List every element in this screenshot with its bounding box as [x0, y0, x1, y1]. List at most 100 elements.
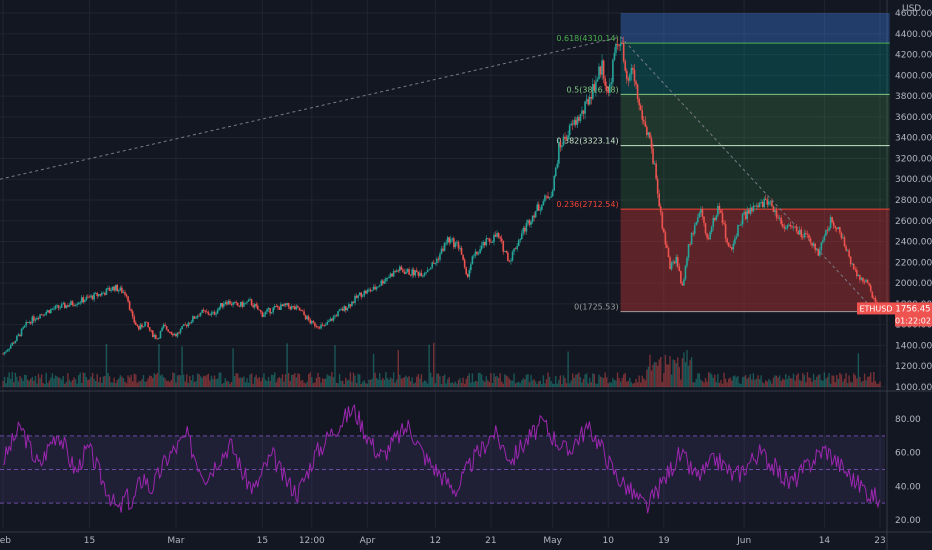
volume-bar [789, 378, 792, 387]
volume-bar [20, 378, 23, 387]
candle [434, 263, 437, 264]
volume-bar [176, 375, 179, 387]
volume-bar [419, 378, 421, 387]
volume-bar [504, 374, 506, 387]
price-tick-label: 3600.00 [895, 113, 932, 123]
volume-bar [607, 383, 609, 387]
candle [96, 292, 98, 297]
candle [610, 82, 613, 85]
price-tick-label: 4000.00 [895, 71, 932, 81]
volume-bar [252, 383, 254, 387]
volume-bar [601, 377, 603, 387]
candle [405, 271, 407, 274]
candle [516, 246, 518, 250]
candle [51, 308, 54, 310]
candle [9, 345, 12, 349]
candle [570, 123, 572, 126]
candle [341, 309, 344, 311]
candle [403, 271, 406, 274]
volume-bar [616, 372, 619, 387]
candle [378, 285, 381, 287]
candle [164, 324, 166, 327]
candle [729, 246, 732, 248]
candle [232, 302, 234, 305]
volume-bar [295, 377, 298, 387]
candle [459, 247, 461, 249]
volume-bar [641, 375, 643, 387]
volume-bar [519, 383, 521, 387]
candle [683, 279, 685, 286]
candle [565, 138, 568, 140]
candle [131, 311, 134, 317]
candle [573, 119, 576, 125]
candle [502, 241, 505, 252]
time-tick-label: Apr [360, 536, 376, 546]
volume-bar [496, 375, 498, 387]
volume-bar [405, 375, 407, 387]
volume-bar [604, 372, 606, 387]
candle [73, 305, 75, 306]
candle [62, 303, 65, 305]
volume-bar [223, 382, 225, 387]
candle [704, 223, 707, 234]
volume-bar [431, 377, 433, 387]
candle [706, 233, 708, 238]
volume-bar [289, 380, 291, 387]
volume-bar [338, 374, 341, 387]
candle [754, 205, 756, 207]
volume-bar [610, 382, 613, 387]
candle [585, 99, 588, 102]
candle [212, 312, 214, 313]
volume-bar [162, 376, 165, 387]
candle [768, 201, 770, 205]
volume-bar [397, 350, 399, 387]
candle [800, 229, 803, 237]
volume-bar [270, 374, 273, 387]
candle [36, 318, 38, 320]
candle [343, 306, 346, 311]
candle [297, 306, 299, 308]
volume-bar [714, 374, 716, 387]
volume-bar [39, 378, 41, 387]
volume-bar [763, 383, 765, 387]
volume-bar [155, 374, 157, 387]
candle [817, 249, 820, 256]
candle [659, 206, 662, 213]
volume-bar [147, 378, 149, 387]
candle [587, 99, 589, 105]
volume-bar [192, 374, 194, 387]
volume-bar [360, 383, 362, 387]
volume-bar [158, 344, 160, 387]
volume-bar [538, 381, 540, 387]
volume-bar [104, 375, 106, 387]
volume-bar [740, 383, 742, 387]
volume-bar [118, 378, 120, 387]
volume-bar [269, 381, 271, 387]
candle [45, 311, 48, 315]
candle [504, 251, 506, 252]
trend-line [0, 36, 621, 180]
volume-bar [121, 376, 123, 387]
candle [638, 98, 640, 106]
volume-bar [717, 373, 719, 387]
volume-bar [658, 359, 660, 387]
candle [3, 352, 6, 354]
candle [303, 311, 305, 316]
volume-bar [547, 372, 549, 387]
candle [386, 277, 389, 279]
volume-bar [383, 379, 386, 387]
candle [724, 224, 727, 239]
volume-bar [321, 378, 324, 387]
volume-bar [686, 350, 688, 387]
candle [806, 234, 809, 236]
candle [718, 205, 721, 211]
candle [340, 309, 342, 310]
volume-bar [624, 372, 626, 387]
candle [522, 227, 525, 234]
volume-bar [379, 373, 381, 387]
candle [653, 163, 656, 165]
volume-bar [77, 375, 80, 387]
candle [365, 291, 367, 294]
candle [165, 326, 168, 330]
